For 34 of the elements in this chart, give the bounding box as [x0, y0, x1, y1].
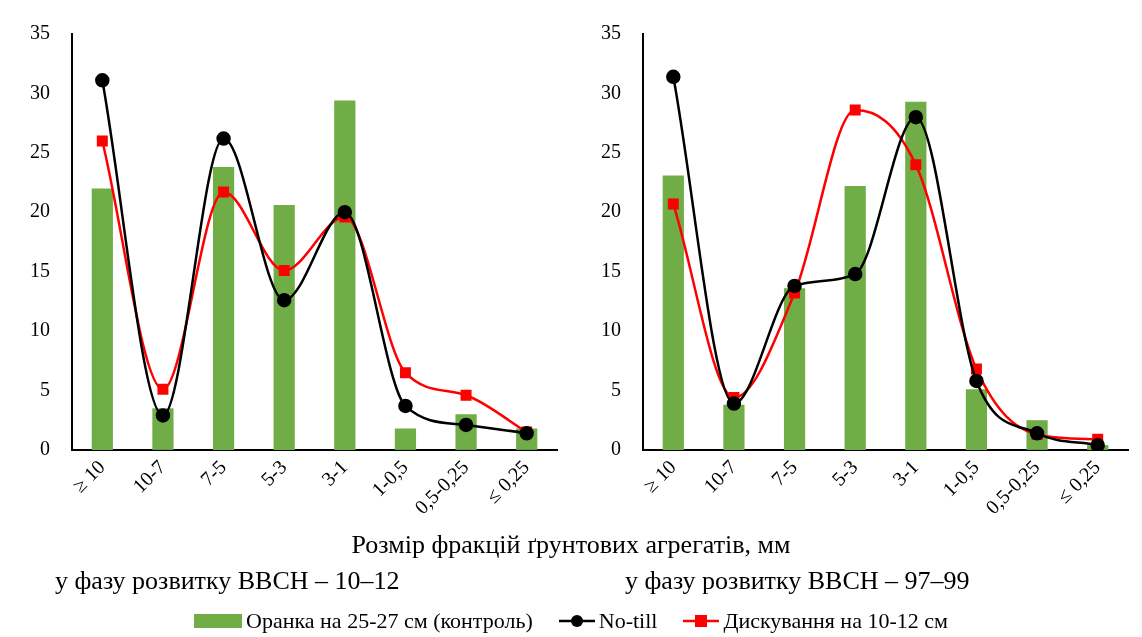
y-tick-label: 35 — [601, 21, 621, 44]
y-tick-label: 10 — [601, 318, 621, 341]
y-tick-label: 20 — [601, 199, 621, 222]
legend-label: Оранка на 25-27 см (контроль) — [246, 608, 533, 634]
text: у фазу розвитку BBCH – 97–99 — [625, 566, 970, 596]
y-tick-label: 30 — [601, 80, 621, 103]
y-tick-label: 20 — [30, 199, 50, 222]
x-tick-label: 5-3 — [256, 455, 291, 490]
x-tick-label: 3-1 — [887, 455, 923, 490]
x-tick-label: 7-5 — [195, 455, 231, 490]
x-tick-label: 7-5 — [766, 455, 802, 490]
y-tick-label: 25 — [30, 140, 50, 163]
x-tick-label: 10-7 — [127, 455, 170, 497]
text: у фазу розвитку BBCH – 10–12 — [55, 566, 400, 596]
x-tick-label: ≤ 0,25 — [1052, 455, 1105, 507]
y-tick-label: 5 — [611, 377, 621, 400]
y-tick-label: 10 — [30, 318, 50, 341]
y-tick-label: 35 — [30, 21, 50, 44]
legend-label: No-till — [598, 608, 658, 634]
x-tick-label: 10-7 — [698, 455, 741, 497]
y-tick-label: 5 — [40, 377, 50, 400]
y-tick-label: 25 — [601, 140, 621, 163]
text: Розмір фракцій ґрунтових агрегатів, мм — [350, 530, 792, 560]
y-tick-label: 0 — [611, 437, 621, 460]
x-tick-label: 5-3 — [827, 455, 862, 490]
y-tick-label: 15 — [30, 258, 50, 281]
y-tick-label: 15 — [601, 258, 621, 281]
x-tick-label: 3-1 — [316, 455, 352, 490]
legend-label: Дискування на 10-12 см — [723, 608, 948, 634]
x-tick-label: ≥ 10 — [638, 455, 680, 497]
y-tick-label: 30 — [30, 80, 50, 103]
x-tick-label: ≥ 10 — [67, 455, 109, 497]
x-tick-label: ≤ 0,25 — [481, 455, 534, 507]
y-tick-label: 0 — [40, 437, 50, 460]
